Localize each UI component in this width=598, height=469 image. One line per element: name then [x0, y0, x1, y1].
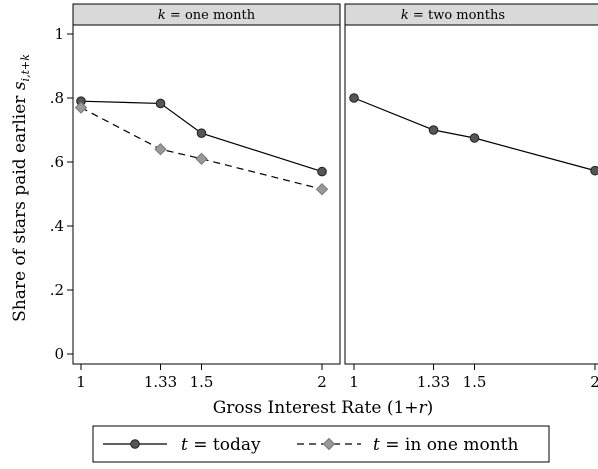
- series-line-today: [353, 97, 596, 172]
- x-tick-label: 1.33: [417, 373, 450, 391]
- legend-label-var: t: [373, 435, 380, 455]
- facet-strip-label: k = two months: [401, 8, 505, 23]
- legend-item-today: t = today: [103, 435, 261, 455]
- legend-label-text: in one month: [405, 435, 519, 455]
- y-tick-label: 0: [54, 345, 64, 363]
- x-tick-label: 2: [590, 373, 598, 391]
- facet-eq: =: [409, 8, 428, 23]
- x-axis-title-part: ): [427, 398, 434, 418]
- point-marker-today: [196, 128, 207, 138]
- y-axis-title: Share of stars paid earlier si,t+k: [10, 54, 32, 322]
- x-axis-title-part: r: [419, 398, 428, 418]
- legend-label-eq: =: [188, 435, 213, 455]
- y-tick-label: 1: [54, 25, 64, 43]
- x-axis-title: Gross Interest Rate (1+r): [213, 398, 434, 418]
- x-tick-label: 1: [349, 373, 359, 391]
- legend: t = today t = in one month: [92, 425, 550, 463]
- legend-label-eq: =: [380, 435, 405, 455]
- facet-var: k: [401, 8, 409, 23]
- facet-var: k: [158, 8, 166, 23]
- y-tick-label: .2: [50, 281, 64, 299]
- plot-area: [344, 24, 598, 365]
- facet-value: two months: [428, 8, 505, 23]
- x-tick-label: 1.5: [190, 373, 214, 391]
- x-tick-label: 1: [76, 373, 86, 391]
- legend-label-var: t: [181, 435, 188, 455]
- series-line-today: [80, 100, 323, 173]
- x-tick-label: 1.5: [463, 373, 487, 391]
- point-marker-today: [155, 98, 166, 109]
- x-tick-label: 2: [317, 373, 327, 391]
- point-marker-today: [469, 133, 480, 143]
- point-marker-today: [317, 166, 327, 177]
- point-marker-today: [349, 93, 359, 103]
- series-line-one_month: [80, 107, 323, 190]
- legend-label: t = in one month: [373, 435, 518, 455]
- point-marker-today: [590, 165, 598, 176]
- legend-marker: [322, 437, 336, 451]
- y-axis-title-subscript: i,t+k: [19, 54, 32, 82]
- panel-1: k = one month 0 .2 .4 .6 .8 1 1 1.33 1.5 2: [50, 3, 341, 391]
- point-marker-one_month: [315, 182, 329, 196]
- y-tick-label: .8: [50, 89, 64, 107]
- y-tick-label: .6: [50, 153, 64, 171]
- panel-2: k = two months 1 1.33 1.5 2: [344, 3, 598, 391]
- point-marker-one_month: [74, 101, 88, 114]
- x-axis-title-part: Gross Interest Rate (1+: [213, 398, 419, 418]
- y-axis-title-main: Share of stars paid earlier: [10, 90, 30, 322]
- facet-strip-label: k = one month: [158, 8, 256, 23]
- legend-label-text: today: [213, 435, 261, 455]
- point-marker-one_month: [195, 152, 208, 166]
- facet-value: one month: [185, 8, 256, 23]
- point-marker-today: [428, 125, 439, 135]
- legend-marker: [130, 439, 140, 449]
- y-tick-label: .4: [50, 217, 64, 235]
- plot-area: [72, 24, 341, 365]
- legend-label: t = today: [181, 435, 261, 455]
- x-tick-label: 1.33: [144, 373, 177, 391]
- point-marker-one_month: [154, 142, 167, 156]
- facet-eq: =: [166, 8, 185, 23]
- legend-item-one_month: t = in one month: [297, 435, 518, 455]
- y-axis-title-var: s: [10, 81, 30, 90]
